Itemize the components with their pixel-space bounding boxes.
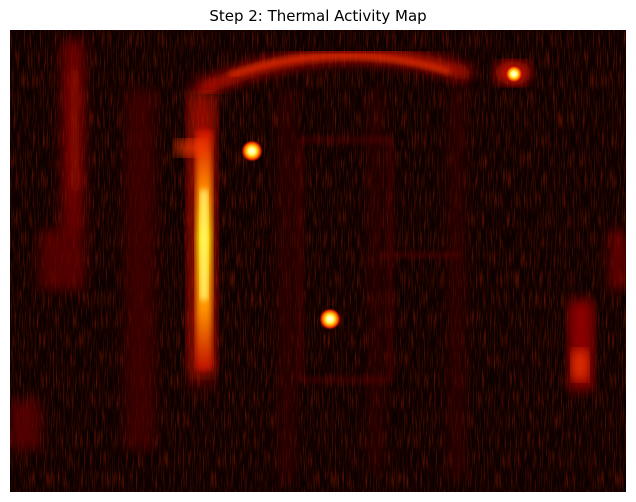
center-hotspot bbox=[319, 308, 341, 330]
right-lower-blob bbox=[568, 300, 594, 390]
left-vertical-band bbox=[175, 90, 216, 380]
top-right-hotspot bbox=[495, 61, 531, 85]
noise-texture bbox=[10, 30, 626, 492]
upper-hotspot bbox=[241, 140, 263, 162]
background-streaks bbox=[10, 40, 626, 480]
figure-title: Step 2: Thermal Activity Map bbox=[209, 7, 427, 25]
thermal-heatmap-svg bbox=[10, 30, 626, 492]
door-outline bbox=[298, 138, 460, 382]
thermal-heatmap bbox=[10, 30, 626, 492]
